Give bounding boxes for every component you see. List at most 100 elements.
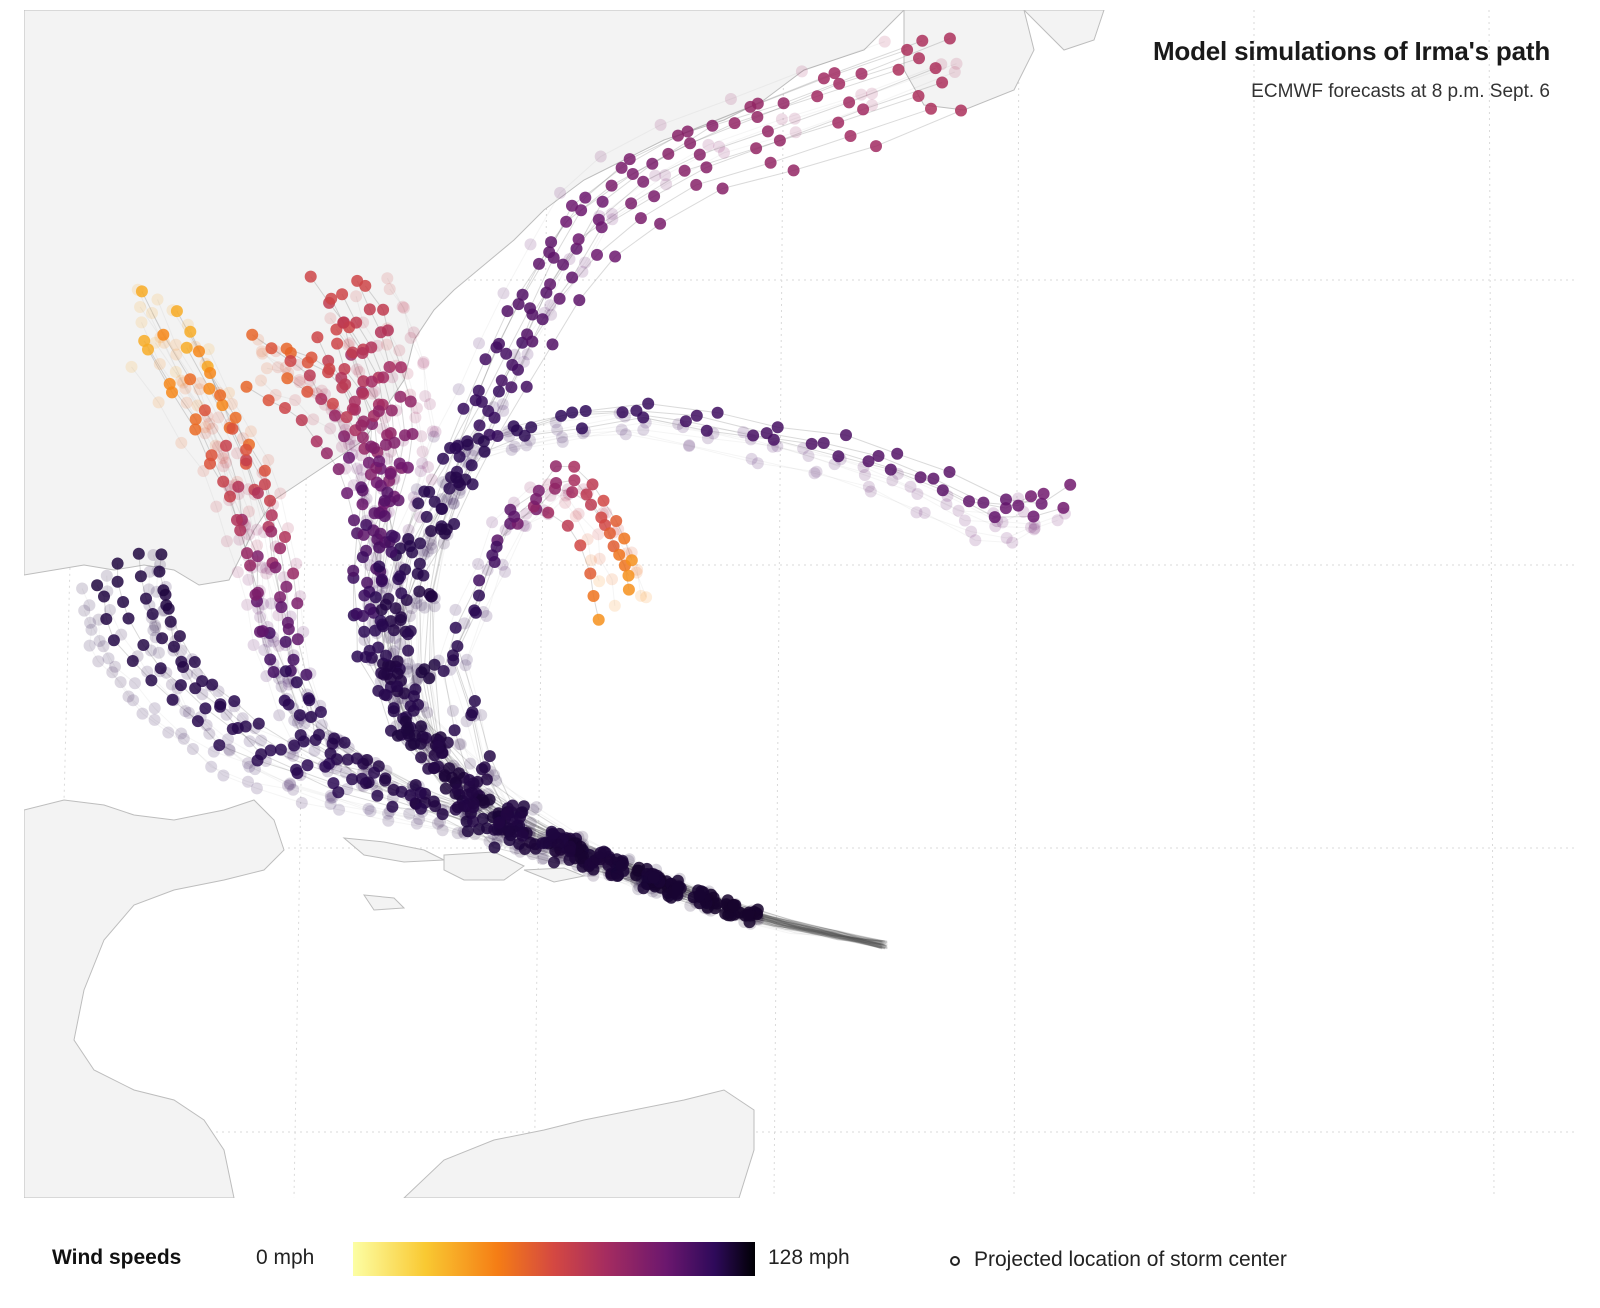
- storm-center-point: [761, 125, 774, 138]
- storm-center-point: [141, 665, 154, 678]
- storm-center-point: [473, 419, 486, 432]
- storm-center-point: [249, 763, 261, 776]
- storm-center-point: [302, 692, 315, 705]
- storm-center-point: [346, 346, 359, 359]
- storm-center-point: [391, 729, 404, 742]
- storm-center-point: [166, 693, 179, 706]
- storm-center-point: [262, 454, 275, 466]
- storm-center-point: [615, 161, 628, 174]
- storm-center-point: [128, 677, 141, 690]
- storm-center-point: [415, 720, 427, 733]
- storm-center-point: [147, 624, 160, 637]
- storm-center-point: [366, 387, 379, 400]
- storm-center-point: [562, 483, 574, 496]
- storm-center-point: [619, 410, 631, 423]
- storm-center-point: [326, 397, 339, 410]
- storm-center-point: [308, 744, 321, 757]
- storm-center-point: [338, 430, 351, 443]
- storm-center-point: [114, 676, 127, 689]
- storm-center-point: [391, 655, 404, 668]
- storm-center-point: [647, 871, 660, 884]
- storm-center-point: [393, 344, 406, 357]
- storm-center-point: [452, 383, 465, 396]
- hurricane-track-map[interactable]: [24, 10, 1576, 1198]
- storm-center-point: [177, 376, 190, 389]
- storm-center-point: [619, 428, 632, 441]
- storm-center-point: [193, 383, 206, 396]
- storm-center-point: [432, 654, 445, 667]
- storm-center-point: [404, 395, 417, 408]
- storm-center-point: [418, 739, 431, 752]
- storm-center-point: [251, 539, 263, 552]
- storm-center-point: [426, 425, 439, 438]
- storm-center-point: [234, 524, 247, 537]
- forecast-track-line: [150, 617, 881, 943]
- storm-center-point: [297, 625, 310, 638]
- storm-center-point: [402, 524, 415, 536]
- storm-center-point: [372, 405, 385, 418]
- storm-center-point: [458, 827, 471, 840]
- storm-center-point: [169, 338, 182, 351]
- storm-center-point: [706, 119, 719, 132]
- storm-center-point: [584, 567, 597, 580]
- storm-center-point: [459, 473, 472, 486]
- storm-center-point: [356, 551, 369, 564]
- map-panel[interactable]: Model simulations of Irma's path ECMWF f…: [24, 10, 1576, 1198]
- storm-center-point: [98, 590, 110, 603]
- storm-center-point: [347, 479, 360, 492]
- storm-center-point: [587, 869, 600, 882]
- storm-center-point: [304, 667, 317, 680]
- storm-center-point: [542, 506, 555, 519]
- storm-center-point: [341, 487, 354, 500]
- storm-center-point: [300, 668, 313, 681]
- storm-center-marker-icon: [950, 1256, 960, 1266]
- storm-center-point: [833, 77, 846, 90]
- storm-center-point: [683, 439, 696, 452]
- storm-center-point: [251, 487, 264, 499]
- storm-center-point: [273, 709, 286, 722]
- storm-center-point: [563, 853, 576, 866]
- storm-center-point: [451, 827, 464, 840]
- legend-title: Wind speeds: [52, 1246, 182, 1269]
- storm-center-point: [702, 138, 715, 151]
- storm-center-point: [436, 502, 448, 515]
- storm-center-point: [281, 692, 294, 705]
- storm-center-point: [287, 653, 300, 666]
- storm-center-point: [524, 238, 537, 251]
- storm-center-point: [331, 733, 344, 746]
- storm-center-point: [640, 591, 653, 604]
- storm-center-point: [480, 773, 493, 786]
- storm-center-point: [700, 161, 713, 174]
- storm-center-point: [251, 550, 264, 563]
- storm-center-point: [368, 505, 381, 518]
- map-subtitle: ECMWF forecasts at 8 p.m. Sept. 6: [1251, 81, 1550, 102]
- storm-center-point: [989, 520, 1002, 533]
- storm-center-point: [996, 516, 1009, 529]
- storm-center-point: [324, 312, 337, 325]
- storm-center-point: [963, 495, 975, 508]
- storm-center-point: [568, 474, 581, 487]
- storm-center-point: [1012, 499, 1025, 512]
- storm-center-point: [76, 582, 89, 595]
- storm-center-point: [160, 666, 173, 679]
- storm-center-point: [267, 658, 280, 670]
- storm-center-point: [510, 424, 523, 437]
- storm-center-point: [418, 663, 431, 676]
- storm-center-point: [425, 590, 438, 603]
- storm-center-point: [310, 435, 323, 448]
- storm-center-point: [236, 432, 249, 445]
- storm-center-point: [315, 393, 328, 405]
- storm-center-point: [279, 361, 292, 374]
- storm-center-point: [222, 733, 234, 746]
- storm-center-point: [240, 443, 253, 456]
- storm-center-point: [132, 547, 145, 560]
- storm-center-point: [579, 405, 592, 417]
- storm-center-point: [382, 631, 395, 644]
- storm-center-point: [149, 621, 162, 634]
- storm-center-point: [284, 777, 296, 790]
- storm-center-point: [507, 496, 520, 509]
- storm-center-point: [262, 394, 275, 407]
- storm-center-point: [616, 406, 629, 419]
- storm-center-point: [911, 488, 924, 500]
- storm-center-point: [597, 494, 610, 507]
